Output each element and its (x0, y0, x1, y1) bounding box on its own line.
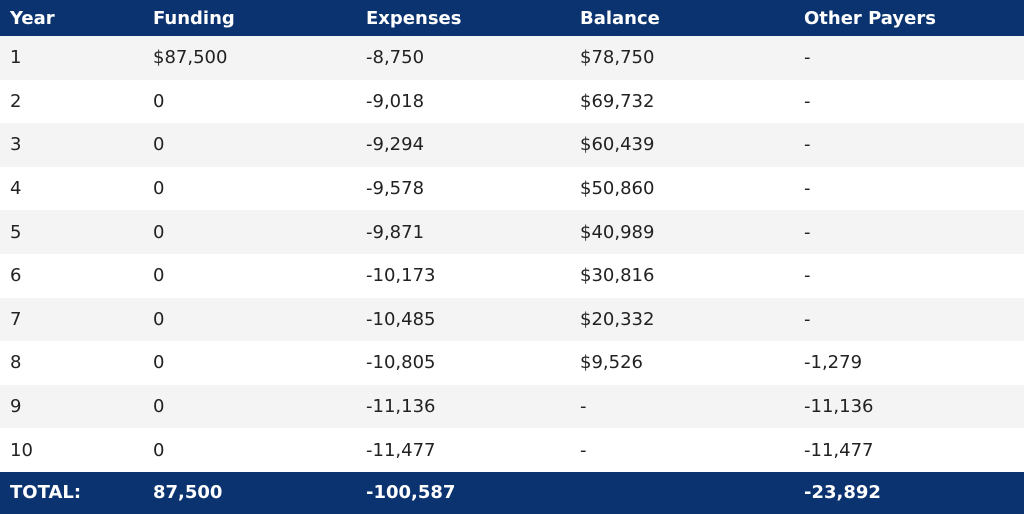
table-cell: 7 (10, 308, 22, 330)
table-cell: -9,018 (366, 90, 425, 112)
table-cell: 0 (153, 221, 165, 243)
header-cell: Balance (580, 7, 660, 29)
table-cell: - (580, 396, 587, 418)
table-row: 7 0 -10,485 $20,332 - (0, 297, 1024, 342)
table-cell: -10,173 (366, 265, 436, 287)
header-cell: Expenses (366, 7, 462, 29)
table-cell: -9,871 (366, 221, 425, 243)
table-cell: 0 (153, 352, 165, 374)
table-cell: -11,477 (804, 439, 874, 461)
table-row: 6 0 -10,173 $30,816 - (0, 253, 1024, 298)
table-cell: 0 (153, 134, 165, 156)
table-body: 1 $87,500 -8,750 $78,750 - 2 0 -9,018 $69,732 - 3 0… (0, 36, 1024, 472)
header-cell: Other Payers (804, 7, 936, 29)
table-cell: -11,136 (804, 396, 874, 418)
footer-cell: -100,587 (366, 482, 456, 504)
table-cell: $60,439 (580, 134, 655, 156)
table-cell: 5 (10, 221, 22, 243)
table-cell: 0 (153, 265, 165, 287)
table-cell: $87,500 (153, 47, 228, 69)
table-cell: 0 (153, 396, 165, 418)
footer-row: TOTAL: 87,500 -100,587 -23,892 (0, 471, 1024, 514)
table-cell: - (804, 90, 811, 112)
table-row: 8 0 -10,805 $9,526 -1,279 (0, 341, 1024, 385)
table-cell: 8 (10, 352, 22, 374)
table-cell: - (804, 47, 811, 69)
table-cell: -10,805 (366, 352, 436, 374)
table-row: 1 $87,500 -8,750 $78,750 - (0, 36, 1024, 80)
table-cell: 2 (10, 90, 22, 112)
table-cell: $69,732 (580, 90, 655, 112)
footer-cell: -23,892 (804, 482, 881, 504)
table-row: 2 0 -9,018 $69,732 - (0, 79, 1024, 124)
table-cell: 3 (10, 134, 22, 156)
table-cell: -9,578 (366, 178, 425, 200)
table-cell: -10,485 (366, 308, 436, 330)
table-cell: - (804, 221, 811, 243)
table-cell: 0 (153, 308, 165, 330)
table-cell: - (804, 265, 811, 287)
table-row: 4 0 -9,578 $50,860 - (0, 166, 1024, 211)
table-cell: $78,750 (580, 47, 655, 69)
table-row: 9 0 -11,136 - -11,136 (0, 384, 1024, 429)
table-cell: -8,750 (366, 47, 425, 69)
table-cell: -11,136 (366, 396, 436, 418)
header-cell: Year (10, 7, 55, 29)
table-cell: - (804, 134, 811, 156)
table-cell: 0 (153, 178, 165, 200)
table-row: 10 0 -11,477 - -11,477 (0, 428, 1024, 472)
table-cell: - (804, 178, 811, 200)
table-cell: - (804, 308, 811, 330)
table-row: 3 0 -9,294 $60,439 - (0, 123, 1024, 167)
table-cell: 0 (153, 90, 165, 112)
table-cell: $9,526 (580, 352, 643, 374)
header-cell: Funding (153, 7, 235, 29)
table-cell: -9,294 (366, 134, 425, 156)
table-cell: 9 (10, 396, 22, 418)
table-cell: $50,860 (580, 178, 655, 200)
footer-cell: TOTAL: (10, 482, 82, 504)
table-cell: 0 (153, 439, 165, 461)
table-cell: $20,332 (580, 308, 655, 330)
table-cell: -1,279 (804, 352, 863, 374)
table-cell: $30,816 (580, 265, 655, 287)
table-cell: 6 (10, 265, 22, 287)
table-cell: -11,477 (366, 439, 436, 461)
table-cell: 4 (10, 178, 22, 200)
footer-cell: 87,500 (153, 482, 223, 504)
table-cell: - (580, 439, 587, 461)
table-cell: 10 (10, 439, 33, 461)
table-row: 5 0 -9,871 $40,989 - (0, 210, 1024, 254)
table-cell: 1 (10, 47, 22, 69)
header-row: Year Funding Expenses Balance Other Payers (0, 0, 1024, 36)
table-cell: $40,989 (580, 221, 655, 243)
